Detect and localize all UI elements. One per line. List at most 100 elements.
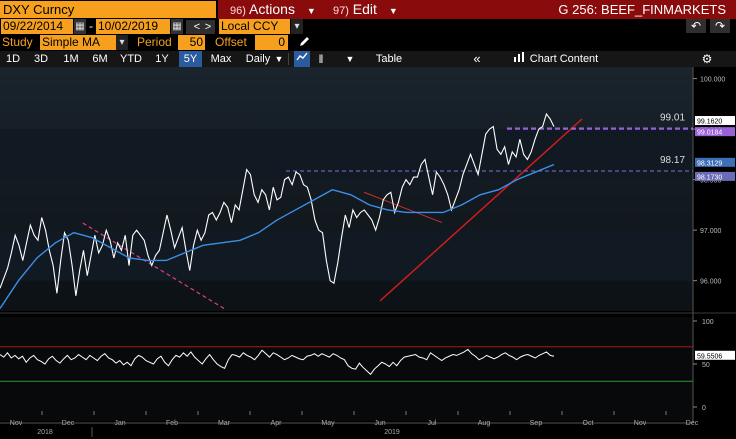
rsi-line bbox=[0, 348, 555, 376]
y-tick-label: 96.000 bbox=[700, 279, 722, 286]
end-date-value: 10/02/2019 bbox=[98, 19, 159, 33]
period-6m[interactable]: 6M bbox=[92, 53, 108, 65]
actions-number: 96) bbox=[230, 5, 246, 17]
period-1m[interactable]: 1M bbox=[63, 53, 79, 65]
x-tick-label: Nov bbox=[634, 420, 647, 427]
edit-number: 97) bbox=[333, 5, 349, 17]
chevron-down-icon: ▼ bbox=[388, 6, 398, 16]
graph-title: G 256: BEEF_FINMARKETS bbox=[558, 2, 726, 17]
candles-icon[interactable]: ‖ bbox=[318, 52, 324, 66]
study-label: Study bbox=[2, 35, 33, 49]
rsi-tag-bg bbox=[695, 350, 735, 360]
offset-input[interactable]: 0 bbox=[255, 35, 288, 50]
year-label-2019: 2019 bbox=[384, 429, 400, 436]
value-labels: 99.01 98.17 99.1620 99.0184 98.3129 98.1730 59… bbox=[660, 113, 735, 360]
x-tick-label: Apr bbox=[271, 420, 283, 427]
x-tick-label: Jun bbox=[374, 420, 385, 427]
grid-band bbox=[0, 129, 693, 180]
next-range-button[interactable]: > bbox=[201, 20, 215, 34]
study-bar: Study Simple MA ▾ Period 50 Offset 0 bbox=[0, 35, 736, 50]
undo-icon[interactable]: ↶ bbox=[686, 19, 706, 33]
edit-menu[interactable]: 97) Edit ▼ bbox=[333, 0, 398, 19]
chart-toolbar: 1D 3D 1M 6M YTD 1Y 5Y Max Daily ▼ ‖ ▼ Ta… bbox=[0, 51, 736, 67]
chevron-down-icon[interactable]: ▼ bbox=[274, 54, 284, 64]
bar-chart-icon[interactable] bbox=[512, 51, 526, 67]
x-tick-label: Dec bbox=[686, 420, 699, 427]
rsi-tick-label: 50 bbox=[702, 362, 710, 369]
end-date-field[interactable]: 10/02/2019 bbox=[96, 19, 170, 34]
period-5y[interactable]: 5Y bbox=[179, 51, 202, 67]
chevron-down-icon[interactable]: ▾ bbox=[291, 19, 303, 34]
pencil-icon[interactable] bbox=[298, 36, 310, 48]
offset-value: 0 bbox=[278, 35, 285, 49]
level-tag-98: 98.1730 bbox=[697, 174, 722, 181]
menu-band bbox=[218, 0, 736, 19]
rsi-panel-background bbox=[0, 317, 693, 421]
y-tick-label: 100.000 bbox=[700, 77, 725, 84]
x-tick-label: Jan bbox=[114, 420, 125, 427]
title-bar: DXY Curncy 96) Actions ▼ 97) Edit ▼ G 25… bbox=[0, 0, 736, 19]
redo-icon[interactable]: ↷ bbox=[710, 19, 730, 33]
study-select[interactable]: Simple MA bbox=[40, 35, 116, 50]
x-tick-label: Aug bbox=[478, 420, 491, 427]
currency-field[interactable]: Local CCY bbox=[219, 19, 290, 34]
ticker-field[interactable]: DXY Curncy bbox=[0, 1, 216, 18]
level-tag-99: 99.0184 bbox=[697, 130, 722, 137]
price-series bbox=[0, 112, 555, 309]
edit-label: Edit bbox=[352, 1, 377, 17]
level-lines bbox=[286, 127, 693, 172]
price-line bbox=[0, 112, 555, 296]
actions-menu[interactable]: 96) Actions ▼ bbox=[230, 0, 316, 19]
ticker-label: DXY Curncy bbox=[3, 2, 75, 17]
level-tag-98-bg bbox=[695, 171, 735, 181]
year-label-2018: 2018 bbox=[37, 429, 53, 436]
calendar-icon[interactable]: ▦ bbox=[171, 19, 183, 34]
x-tick-label: Feb bbox=[166, 420, 178, 427]
y-tick-label: 97.000 bbox=[700, 228, 722, 235]
rsi-y-axis: 100 50 0 bbox=[693, 319, 714, 412]
study-value: Simple MA bbox=[42, 35, 101, 49]
actions-label: Actions bbox=[249, 1, 295, 17]
period-3d[interactable]: 3D bbox=[33, 53, 49, 65]
period-ytd[interactable]: YTD bbox=[120, 53, 142, 65]
line-chart-icon[interactable] bbox=[294, 51, 310, 67]
ma-tag: 98.3129 bbox=[697, 160, 722, 167]
chevron-down-icon[interactable]: ▾ bbox=[116, 35, 128, 50]
rsi-tag: 59.5506 bbox=[697, 353, 722, 360]
table-button[interactable]: Table bbox=[375, 53, 403, 65]
x-tick-label: May bbox=[321, 420, 335, 427]
date-separator: - bbox=[89, 19, 93, 33]
start-date-field[interactable]: 09/22/2014 bbox=[1, 19, 73, 34]
chart-content-button[interactable]: Chart Content bbox=[529, 53, 599, 65]
period-value: 50 bbox=[189, 35, 203, 49]
chevron-down-icon[interactable]: ▼ bbox=[345, 54, 355, 64]
rsi-series bbox=[0, 346, 693, 382]
moving-average-line bbox=[0, 163, 555, 309]
level-tag-99-bg bbox=[695, 127, 735, 137]
x-tick-label: Jul bbox=[428, 420, 437, 427]
period-1y[interactable]: 1Y bbox=[155, 53, 169, 65]
last-price-tag: 99.1620 bbox=[697, 119, 722, 126]
x-tick-label: Dec bbox=[62, 420, 75, 427]
ma-tag-bg bbox=[695, 157, 735, 167]
toolbar-divider bbox=[288, 53, 289, 65]
support-trendline bbox=[379, 118, 583, 302]
double-chevron-left-icon[interactable]: « bbox=[473, 51, 481, 66]
y-tick-label: 98.000 bbox=[700, 178, 722, 185]
x-tick-label: Oct bbox=[583, 420, 594, 427]
currency-value: Local CCY bbox=[221, 19, 279, 33]
x-tick-label: Mar bbox=[218, 420, 231, 427]
period-1d[interactable]: 1D bbox=[5, 53, 21, 65]
gear-icon[interactable]: ⚙ bbox=[701, 52, 713, 66]
period-input[interactable]: 50 bbox=[178, 35, 205, 50]
x-tick-label: Sep bbox=[530, 420, 543, 427]
resistance-trendline bbox=[363, 191, 443, 224]
frequency-select[interactable]: Daily bbox=[245, 53, 271, 65]
x-tick-label: Nov bbox=[10, 420, 23, 427]
calendar-icon[interactable]: ▦ bbox=[74, 19, 86, 34]
period-max[interactable]: Max bbox=[210, 53, 232, 65]
date-range-bar: 09/22/2014 ▦ - 10/02/2019 ▦ < > Local CC… bbox=[0, 19, 736, 35]
last-price-tag-bg bbox=[695, 116, 735, 126]
